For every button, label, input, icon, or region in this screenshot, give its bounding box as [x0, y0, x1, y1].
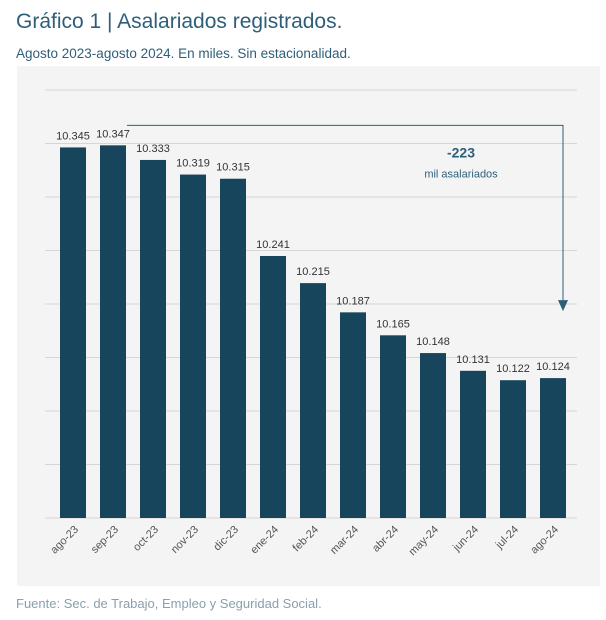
value-label-oct-23: 10.333: [136, 143, 170, 155]
bar-abr-24: [380, 335, 406, 518]
chart-subtitle: Agosto 2023-agosto 2024. En miles. Sin e…: [16, 46, 351, 61]
change-annotation: -223 mil asalariados: [127, 124, 568, 312]
bar-may-24: [420, 353, 446, 518]
tick-label-ago-24: ago-24: [528, 524, 561, 557]
bar-chart: 10.345 10.347 10.333 10.319 10.315 10.241 10.2…: [45, 89, 577, 558]
bar-ago-24: [540, 378, 566, 518]
tick-label-mar-24: mar-24: [328, 524, 361, 557]
bar-mar-24: [340, 312, 366, 518]
value-label-abr-24: 10.165: [376, 318, 410, 330]
chart-title: Gráfico 1 | Asalariados registrados.: [16, 10, 343, 33]
bar-dic-23: [220, 178, 246, 519]
value-label-feb-24: 10.215: [296, 266, 330, 278]
tick-label-jun-24: jun-24: [450, 524, 481, 555]
bar-ene-24: [260, 255, 286, 519]
value-label-nov-23: 10.319: [176, 158, 210, 170]
tick-label-feb-24: feb-24: [291, 524, 322, 555]
value-label-may-24: 10.148: [416, 336, 450, 348]
tick-label-ago-23: ago-23: [48, 524, 81, 557]
source-note: Fuente: Sec. de Trabajo, Empleo y Seguri…: [16, 596, 322, 611]
bar-feb-24: [300, 283, 326, 518]
value-label-jul-24: 10.122: [496, 363, 530, 375]
tick-label-nov-23: nov-23: [169, 524, 201, 556]
tick-label-oct-23: oct-23: [131, 524, 161, 554]
tick-label-dic-23: dic-23: [211, 524, 241, 554]
bar-jul-24: [500, 380, 526, 518]
tick-label-sep-23: sep-23: [89, 524, 121, 556]
value-label-ago-23: 10.345: [56, 130, 90, 142]
value-label-ago-24: 10.124: [536, 361, 570, 373]
value-label-ene-24: 10.241: [256, 239, 290, 251]
bar-sep-23: [100, 145, 126, 518]
annotation-arrow-head: [558, 300, 568, 312]
tick-label-jul-24: jul-24: [493, 524, 521, 552]
tick-label-abr-24: abr-24: [370, 524, 401, 555]
annotation-text: mil asalariados: [424, 168, 498, 180]
bar-jun-24: [460, 370, 486, 518]
bars: [60, 145, 566, 519]
bar-ago-23: [60, 147, 86, 518]
value-label-mar-24: 10.187: [336, 295, 370, 307]
bar-oct-23: [140, 159, 166, 518]
value-label-sep-23: 10.347: [96, 128, 130, 140]
value-label-jun-24: 10.131: [456, 354, 490, 366]
x-tick-labels: ago-23 sep-23 oct-23 nov-23 dic-23 ene-24 feb-…: [48, 524, 561, 558]
tick-label-may-24: may-24: [407, 524, 441, 558]
annotation-arrow-line: [127, 124, 564, 301]
annotation-value: -223: [447, 144, 475, 160]
chart-panel: 10.345 10.347 10.333 10.319 10.315 10.241 10.2…: [17, 66, 600, 586]
value-labels: 10.345 10.347 10.333 10.319 10.315 10.241 10.2…: [56, 128, 570, 375]
bar-nov-23: [180, 174, 206, 518]
tick-label-ene-24: ene-24: [248, 524, 281, 557]
value-label-dic-23: 10.315: [216, 162, 250, 174]
